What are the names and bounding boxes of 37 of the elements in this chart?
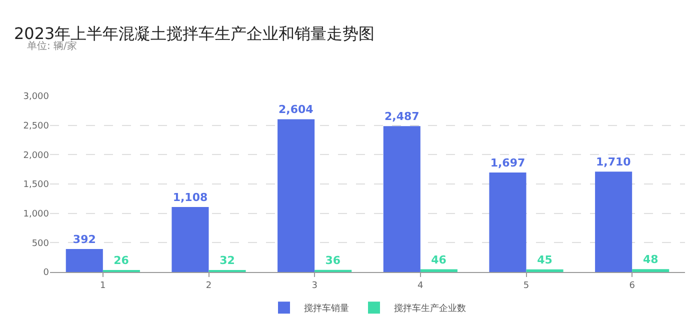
data-label: 36	[325, 254, 341, 267]
y-tick-label: 500	[32, 238, 50, 249]
data-label: 2,604	[278, 103, 314, 116]
bar	[278, 119, 315, 272]
x-tick-label: 4	[418, 280, 424, 291]
bar	[172, 207, 209, 272]
x-tick-label: 2	[206, 280, 212, 291]
x-tick-label: 5	[523, 280, 530, 291]
bar	[595, 172, 632, 272]
chart-subtitle: 单位: 辆/家	[27, 40, 77, 52]
x-tick-label: 6	[629, 280, 636, 291]
bar	[383, 126, 420, 272]
y-tick-label: 1,500	[23, 180, 50, 190]
bar	[489, 172, 526, 272]
data-label: 392	[72, 233, 96, 246]
data-label: 32	[220, 254, 235, 267]
data-label: 45	[537, 253, 552, 266]
y-tick-label: 1,000	[23, 209, 50, 220]
bar	[66, 249, 103, 272]
data-label: 48	[642, 253, 658, 266]
bar	[632, 269, 670, 272]
x-tick-label: 3	[312, 280, 318, 291]
bar	[526, 269, 564, 272]
data-label: 26	[114, 254, 130, 267]
legend-label: 搅拌车生产企业数	[394, 303, 466, 314]
y-tick-label: 2,000	[23, 150, 50, 161]
data-label: 1,108	[172, 191, 208, 204]
data-label: 1,697	[490, 156, 526, 170]
legend-label: 搅拌车销量	[304, 303, 349, 314]
data-label: 2,487	[384, 110, 420, 124]
y-tick-label: 0	[43, 268, 50, 278]
y-tick-label: 2,500	[23, 121, 50, 132]
y-tick-label: 3,000	[23, 92, 50, 102]
bar	[420, 269, 458, 272]
data-label: 1,710	[596, 156, 632, 169]
x-tick-label: 1	[100, 280, 106, 291]
data-label: 46	[431, 253, 447, 266]
